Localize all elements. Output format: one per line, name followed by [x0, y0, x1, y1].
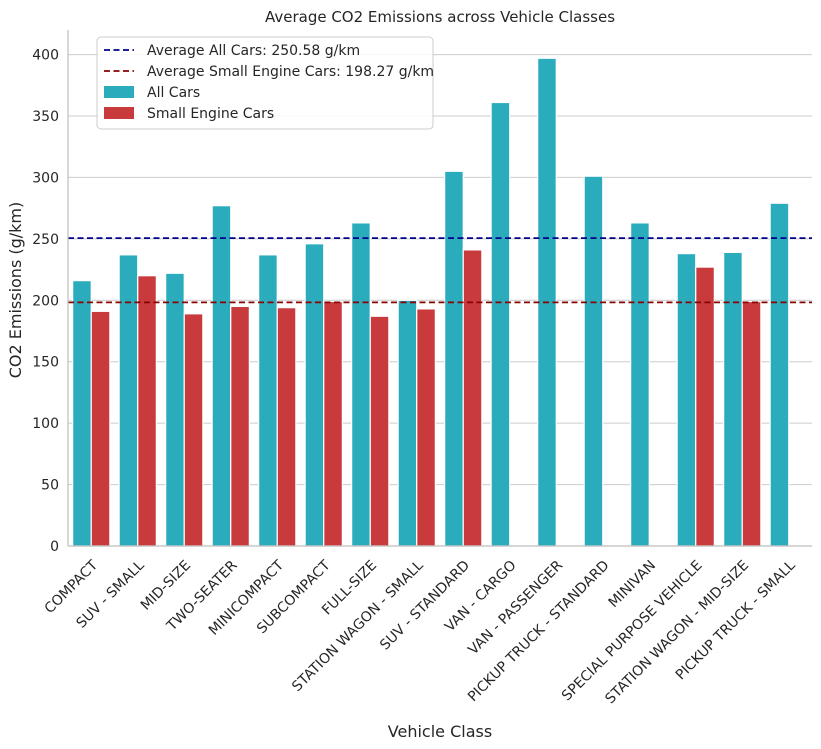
legend-patch-swatch: [104, 107, 134, 119]
bars: [72, 57, 790, 547]
bar-all-cars: [351, 222, 371, 547]
legend-label: Small Engine Cars: [147, 106, 274, 122]
bar-small-engine: [323, 300, 343, 547]
legend-box: [96, 36, 434, 130]
y-axis-title: CO2 Emissions (g/km): [6, 202, 25, 379]
bar-small-engine: [230, 305, 250, 547]
y-tick-label: 350: [32, 109, 59, 125]
bar-small-engine: [416, 308, 436, 547]
legend-label: Average Small Engine Cars: 198.27 g/km: [147, 64, 434, 80]
legend-patch-swatch: [104, 86, 134, 98]
y-tick-label: 100: [32, 416, 59, 432]
y-tick-label: 50: [41, 478, 59, 494]
axes: [67, 30, 812, 547]
bar-all-cars: [118, 254, 139, 547]
y-tick-label: 150: [32, 355, 59, 371]
bar-small-engine: [695, 266, 715, 547]
y-tick-label: 200: [32, 293, 59, 309]
bar-all-cars: [769, 202, 790, 547]
y-tick-label: 400: [32, 48, 59, 64]
bar-all-cars: [490, 101, 511, 547]
legend: Average All Cars: 250.58 g/km Average Sma…: [96, 36, 434, 130]
bar-small-engine: [137, 275, 157, 547]
bar-all-cars: [676, 253, 697, 547]
bar-all-cars: [211, 205, 232, 547]
reference-lines: [68, 237, 812, 304]
bar-small-engine: [183, 313, 204, 547]
bar-all-cars: [165, 272, 185, 547]
legend-label: All Cars: [147, 85, 200, 101]
bar-all-cars: [723, 251, 743, 547]
bar-all-cars: [630, 222, 650, 547]
y-tick-labels: 0 50 100 150 200 250 300 350 400: [32, 48, 59, 555]
bar-all-cars: [72, 280, 92, 547]
bar-small-engine: [90, 310, 111, 547]
chart-title: Average CO2 Emissions across Vehicle Cla…: [265, 8, 615, 26]
bar-all-cars: [304, 243, 325, 547]
bar-all-cars: [397, 299, 418, 547]
bar-small-engine: [276, 307, 297, 547]
bar-small-engine: [462, 249, 483, 547]
y-tick-label: 0: [50, 539, 59, 555]
bar-all-cars: [444, 170, 464, 547]
bar-all-cars: [583, 175, 604, 547]
bar-small-engine: [741, 300, 762, 547]
x-axis-title: Vehicle Class: [388, 722, 492, 741]
y-tick-label: 250: [32, 232, 59, 248]
y-tick-label: 300: [32, 170, 59, 186]
bar-all-cars: [258, 254, 278, 547]
bar-small-engine: [369, 315, 390, 547]
legend-label: Average All Cars: 250.58 g/km: [147, 43, 360, 59]
